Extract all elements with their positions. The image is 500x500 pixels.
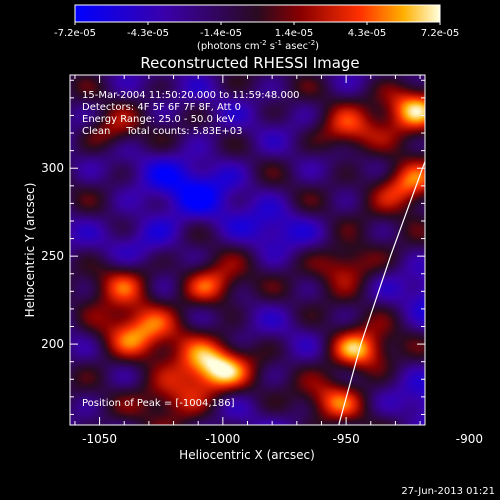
y-tick-label: 250 — [41, 249, 64, 263]
colorbar-tick-labels: -7.2e-05 -4.3e-05 -1.4e-05 1.4e-05 4.3e-… — [54, 28, 459, 39]
x-tick-labels: -1050 -1000 -950 -900 — [82, 432, 483, 446]
colorbar-tick-label: 1.4e-05 — [275, 28, 313, 39]
x-tick-label: -1050 — [82, 432, 117, 446]
chart-title: Reconstructed RHESSI Image — [140, 54, 359, 72]
info-block: 15-Mar-2004 11:50:20.000 to 11:59:48.000… — [82, 90, 300, 137]
x-tick-label: -950 — [332, 432, 359, 446]
colorbar-tick-label: -7.2e-05 — [54, 28, 96, 39]
info-line: Clean Total counts: 5.83E+03 — [82, 126, 242, 137]
info-line: Detectors: 4F 5F 6F 7F 8F, Att 0 — [82, 102, 241, 113]
y-tick-label: 200 — [41, 337, 64, 351]
axis-ticks — [70, 75, 425, 425]
colorbar-tick-label: 4.3e-05 — [348, 28, 386, 39]
timestamp: 27-Jun-2013 01:21 — [401, 486, 495, 497]
x-tick-label: -1000 — [205, 432, 240, 446]
colorbar-tick-label: -4.3e-05 — [127, 28, 169, 39]
info-line: 15-Mar-2004 11:50:20.000 to 11:59:48.000 — [82, 90, 300, 101]
y-tick-label: 300 — [41, 161, 64, 175]
solar-limb-line — [338, 159, 425, 425]
info-line: Energy Range: 25.0 - 50.0 keV — [82, 114, 235, 125]
peak-position-label: Position of Peak = [-1004,186] — [82, 398, 235, 409]
colorbar-tick-label: 7.2e-05 — [421, 28, 459, 39]
y-axis-label: Heliocentric Y (arcsec) — [23, 183, 37, 318]
x-tick-label: -900 — [456, 432, 483, 446]
heatmap-image — [70, 75, 425, 425]
x-axis-label: Heliocentric X (arcsec) — [179, 448, 315, 462]
colorbar-unit: (photons cm-2 s-1 asec-2) — [197, 39, 319, 52]
colorbar-ticks — [74, 22, 441, 25]
y-tick-labels: 200 250 300 — [41, 161, 64, 351]
colorbar-tick-label: -1.4e-05 — [200, 28, 242, 39]
colorbar — [74, 4, 441, 23]
